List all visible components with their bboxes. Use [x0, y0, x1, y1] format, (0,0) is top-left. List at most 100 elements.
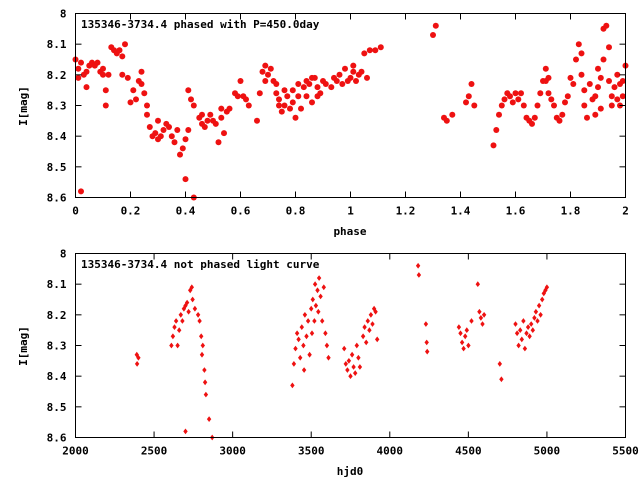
phased-data-point — [144, 102, 150, 109]
raw-x-tick-label: 5500 — [612, 445, 639, 458]
phased-data-point — [339, 81, 346, 87]
phased-data-point — [562, 99, 568, 106]
raw-data-point — [478, 315, 484, 321]
raw-data-point — [535, 318, 540, 324]
phased-x-tick-label: 1.8 — [561, 205, 581, 218]
phased-data-point — [177, 151, 183, 158]
phased-data-point — [603, 22, 610, 29]
phased-data-point — [606, 44, 612, 51]
phased-y-tick-label: 8.6 — [47, 192, 67, 205]
phased-data-point — [515, 96, 522, 103]
raw-data-point — [294, 330, 300, 337]
raw-data-point — [184, 299, 190, 306]
phased-data-point — [545, 74, 552, 81]
raw-y-tick-label: 8.5 — [47, 401, 67, 414]
phased-data-point — [292, 114, 299, 121]
raw-data-point — [202, 367, 207, 373]
phased-data-point — [75, 74, 82, 81]
raw-data-point — [516, 342, 521, 349]
raw-data-point — [527, 333, 532, 340]
phased-points — [72, 22, 629, 201]
raw-data-point — [466, 342, 471, 349]
raw-data-point — [136, 354, 141, 361]
raw-data-point — [518, 327, 523, 333]
raw-data-point — [134, 361, 140, 367]
phased-data-point — [221, 130, 227, 137]
raw-x-tick-label: 3500 — [298, 445, 325, 458]
phased-y-axis-label: I[mag] — [17, 86, 30, 126]
phased-data-point — [567, 74, 574, 81]
raw-data-point — [318, 293, 323, 300]
phased-data-point — [201, 124, 208, 130]
phased-x-tick-label: 0.8 — [286, 205, 306, 218]
raw-data-point — [301, 367, 307, 373]
phased-data-point — [619, 78, 626, 84]
phased-plot-frame — [75, 13, 626, 198]
raw-data-point — [365, 318, 370, 324]
raw-data-point — [346, 358, 352, 364]
raw-data-point — [189, 284, 194, 291]
phased-data-point — [608, 102, 615, 109]
phased-data-point — [600, 56, 607, 63]
raw-data-point — [514, 330, 520, 337]
raw-y-tick-label: 8.3 — [47, 340, 67, 353]
phased-data-point — [287, 105, 293, 112]
phased-data-point — [342, 65, 348, 72]
phased-data-point — [281, 87, 288, 94]
phased-data-point — [182, 136, 189, 143]
phased-data-point — [262, 78, 269, 84]
raw-data-point — [353, 370, 358, 376]
raw-x-tick-label: 2500 — [141, 445, 168, 458]
raw-data-point — [461, 345, 466, 352]
raw-data-point — [206, 416, 212, 422]
raw-data-point — [367, 327, 372, 333]
raw-data-point — [312, 318, 317, 324]
phased-y-tick-label: 8.2 — [47, 69, 67, 82]
raw-data-point — [497, 361, 502, 367]
raw-data-point — [522, 345, 528, 352]
phased-data-point — [262, 62, 269, 69]
phased-data-point — [281, 102, 288, 109]
phased-data-point — [295, 81, 302, 87]
phased-data-point — [185, 127, 192, 133]
raw-data-point — [195, 312, 201, 318]
phased-data-point — [218, 105, 225, 112]
raw-x-tick-label: 4500 — [455, 445, 482, 458]
phased-data-point — [529, 120, 535, 127]
raw-data-point — [293, 345, 298, 352]
phased-data-point — [548, 96, 555, 103]
phased-data-point — [619, 93, 626, 100]
raw-data-point — [291, 361, 297, 367]
phased-data-point — [289, 87, 296, 94]
phased-axis-ticks — [75, 13, 626, 198]
phased-y-tick-label: 8.3 — [47, 100, 67, 113]
raw-data-point — [360, 333, 366, 340]
phased-x-tick-label: 0.4 — [176, 205, 196, 218]
phased-data-point — [237, 78, 244, 84]
phased-data-point — [606, 78, 612, 84]
phased-data-point — [168, 133, 175, 140]
phased-data-point — [564, 93, 571, 100]
raw-data-point — [499, 376, 504, 383]
phased-data-point — [333, 78, 340, 84]
phased-data-point — [245, 102, 252, 109]
phased-y-tick-label: 8.5 — [47, 161, 67, 174]
phased-data-point — [501, 96, 508, 103]
phased-data-point — [267, 65, 274, 72]
raw-data-point — [480, 321, 485, 327]
raw-data-point — [298, 354, 303, 361]
raw-data-point — [323, 330, 328, 337]
phased-data-point — [273, 81, 280, 87]
phased-data-point — [575, 41, 582, 48]
raw-data-point — [538, 312, 543, 318]
phased-data-point — [138, 81, 145, 87]
raw-x-axis-label: hjd0 — [337, 465, 364, 478]
raw-data-point — [364, 339, 369, 346]
raw-data-point — [296, 336, 301, 343]
phased-data-point — [119, 53, 126, 60]
raw-data-point — [320, 318, 325, 324]
raw-data-point — [362, 324, 367, 330]
raw-data-point — [356, 354, 361, 361]
raw-data-point — [342, 345, 347, 352]
phased-data-point — [614, 71, 621, 78]
